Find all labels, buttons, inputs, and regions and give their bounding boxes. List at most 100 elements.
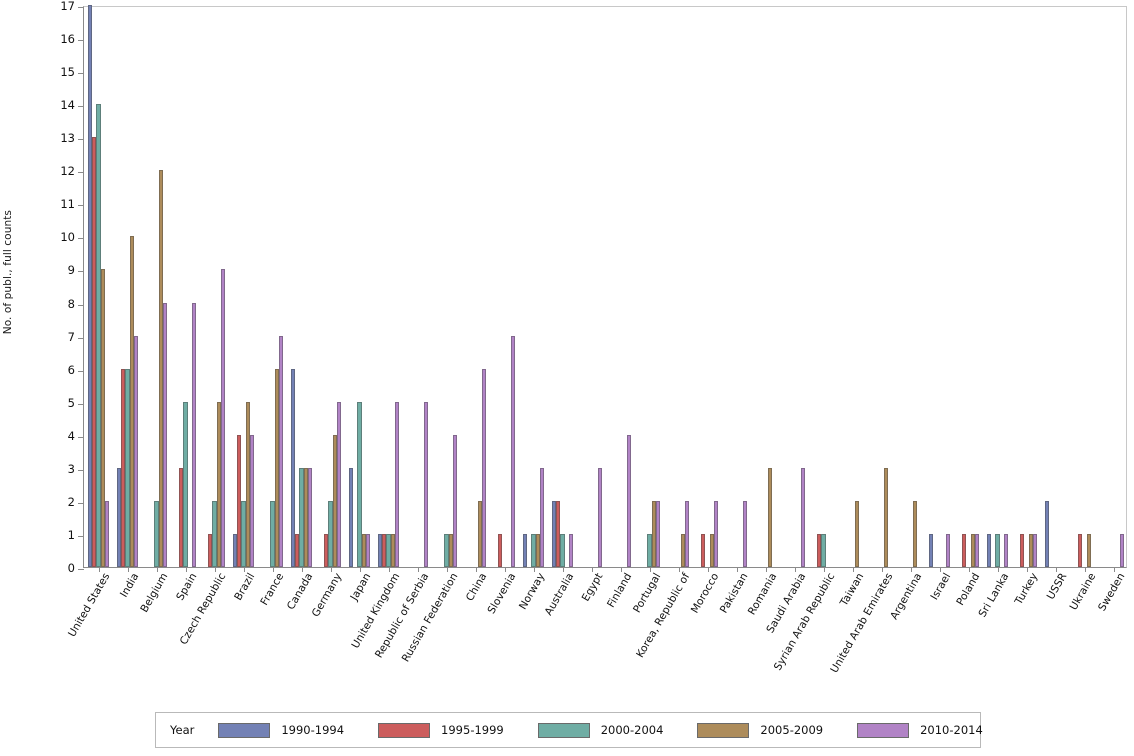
x-axis-label: Finland [604, 571, 634, 610]
y-tick-label: 5 [67, 395, 75, 410]
x-tick-mark [939, 567, 941, 572]
x-axis-label: Brazil [231, 571, 257, 603]
legend-swatch [378, 722, 431, 738]
x-tick-mark [649, 567, 651, 572]
bar [245, 401, 251, 567]
bar [714, 500, 719, 567]
y-tick-label: 2 [67, 494, 75, 509]
bar [1044, 500, 1049, 567]
bar [323, 533, 329, 567]
y-tick-mark [78, 7, 84, 8]
x-tick-mark [156, 567, 158, 572]
bar [1077, 533, 1083, 567]
legend-item[interactable]: 1990-1994 [218, 722, 345, 738]
y-tick-label: 7 [67, 329, 75, 344]
bar [377, 533, 382, 567]
bar [232, 533, 237, 567]
x-tick-mark [881, 567, 883, 572]
y-tick-mark [78, 370, 84, 372]
x-axis-label: Turkey [1012, 571, 1040, 607]
legend-label: 2005-2009 [760, 723, 824, 737]
legend-item[interactable]: 1995-1999 [378, 722, 504, 738]
legend-item[interactable]: 2005-2009 [697, 722, 824, 738]
y-tick-mark [78, 569, 84, 570]
bar [522, 533, 527, 567]
bar [216, 401, 222, 567]
bar [1028, 533, 1034, 567]
bar [816, 533, 822, 567]
x-axis-label: Morocco [688, 571, 721, 616]
bar [656, 500, 661, 567]
x-tick-mark [736, 567, 738, 572]
bar [685, 500, 690, 567]
x-axis-label: Ukraine [1067, 571, 1098, 613]
x-axis-label: Slovenia [484, 571, 518, 617]
bar [116, 467, 121, 567]
x-axis-label: Israel [928, 571, 953, 603]
bar [531, 533, 536, 567]
x-axis-labels: United States India Belgium Spain Czech Repu… [66, 571, 1127, 701]
bar [946, 533, 951, 567]
y-axis-title: No. of publ., full counts [2, 210, 14, 335]
bar [1033, 533, 1038, 567]
bar [390, 533, 396, 567]
x-axis-label: Korea, Republic of [633, 571, 692, 660]
bar [647, 533, 652, 567]
x-axis-label: Poland [953, 571, 982, 608]
legend-swatch [697, 722, 750, 738]
legend-item[interactable]: 2000-2004 [537, 722, 664, 738]
y-axis-ticks: 0 1 2 3 4 5 6 7 8 9 10 11 12 13 14 15 16 17 [60, 0, 1126, 575]
bar [91, 137, 97, 567]
bar [395, 401, 400, 567]
bar [477, 500, 483, 567]
x-tick-mark [417, 567, 419, 572]
bar [299, 467, 304, 567]
x-tick-mark [98, 567, 100, 572]
x-tick-mark [997, 567, 999, 572]
x-axis-label: Canada [284, 571, 315, 612]
bar [212, 500, 217, 567]
y-tick-label: 4 [67, 428, 75, 443]
bar [482, 368, 487, 567]
bar [134, 335, 139, 567]
y-tick-label: 12 [60, 164, 75, 179]
bar [821, 533, 826, 567]
legend-item[interactable]: 2010-2014 [857, 722, 983, 738]
y-tick-mark [78, 139, 84, 141]
bar [270, 500, 275, 567]
bar [294, 533, 300, 567]
bar [448, 533, 454, 567]
legend-label: 1990-1994 [281, 723, 345, 737]
bars-layer [84, 5, 1126, 572]
x-axis-label: Pakistan [717, 571, 750, 616]
bar [279, 335, 284, 567]
y-tick-label: 17 [60, 0, 75, 13]
legend-label: 2000-2004 [600, 723, 664, 737]
bar [328, 500, 333, 567]
y-tick-label: 6 [67, 362, 75, 377]
bar [627, 434, 632, 567]
y-tick-mark [78, 403, 84, 405]
x-tick-mark [1055, 567, 1057, 572]
bar [87, 5, 92, 567]
chart-legend: Year 1990-1994 1995-1999 2000-2004 2005-200… [155, 712, 983, 748]
bar [236, 434, 242, 567]
bar [366, 533, 371, 567]
x-tick-mark [1026, 567, 1028, 572]
x-axis-label: Sweden [1095, 571, 1127, 614]
x-tick-mark [678, 567, 680, 572]
x-axis-label: China [463, 571, 489, 604]
x-tick-mark [388, 567, 390, 572]
legend-label: 1995-1999 [441, 723, 504, 737]
bar [303, 467, 309, 567]
y-tick-label: 10 [60, 230, 75, 245]
bar [912, 500, 918, 567]
y-tick-mark [78, 469, 84, 471]
bar [221, 269, 226, 567]
bar [453, 434, 458, 567]
x-axis-label: USSR [1044, 571, 1069, 602]
legend-title: Year [170, 723, 195, 737]
x-tick-mark [765, 567, 767, 572]
legend-swatch [218, 722, 271, 738]
bar [308, 467, 313, 567]
